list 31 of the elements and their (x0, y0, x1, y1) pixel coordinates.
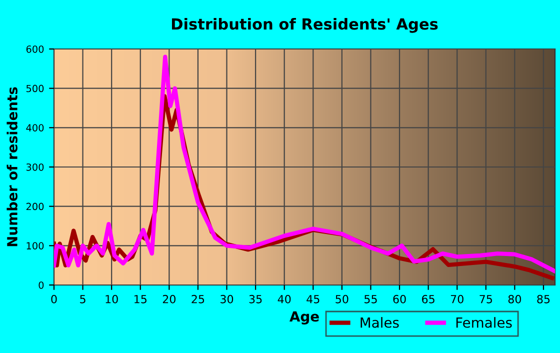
x-tick-label: 85 (537, 294, 550, 304)
x-tick-label: 40 (278, 294, 291, 304)
x-tick-label: 20 (162, 294, 176, 304)
x-tick-label: 45 (306, 295, 320, 304)
x-tick-label: 30 (220, 294, 234, 304)
legend-label: Females (456, 317, 512, 328)
x-tick-label: 25 (192, 294, 204, 304)
y-tick-label: 500 (26, 84, 44, 92)
y-tick-label: 400 (26, 124, 44, 132)
x-tick-label: 80 (508, 294, 522, 304)
y-tick-label: 600 (26, 45, 44, 53)
y-tick-label: 0 (38, 281, 44, 289)
x-tick-label: 5 (80, 295, 86, 304)
x-axis-title: Age (290, 311, 319, 324)
x-tick-label: 50 (336, 294, 348, 304)
x-tick-label: 75 (480, 295, 492, 304)
line-series (54, 54, 555, 274)
x-tick-label: 60 (393, 294, 406, 304)
x-tick-label: 15 (134, 295, 146, 304)
x-tick-label: 0 (51, 294, 57, 304)
y-tick-label: 200 (26, 202, 44, 210)
chart-title: Distribution of Residents' Ages (172, 18, 438, 33)
y-axis-title: Number of residents (6, 87, 18, 246)
legend-label: Males (360, 317, 399, 328)
x-tick-label: 10 (106, 294, 118, 304)
x-tick-label: 70 (450, 294, 464, 304)
y-tick-label: 100 (26, 242, 44, 250)
x-tick-label: 35 (249, 294, 262, 304)
x-tick-label: 65 (422, 294, 434, 304)
y-tick-label: 300 (26, 163, 44, 171)
x-tick-label: 55 (364, 295, 377, 304)
